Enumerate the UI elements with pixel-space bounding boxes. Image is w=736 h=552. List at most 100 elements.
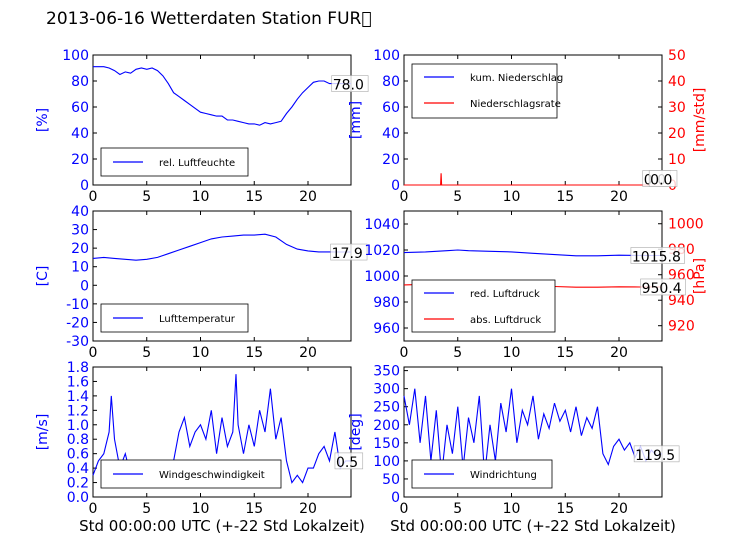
wind_speed-annotation-box xyxy=(334,452,364,470)
temperature-ytick-label: 10 xyxy=(71,260,89,276)
temperature-xtick-label: 0 xyxy=(89,345,98,361)
wind_speed-xtick-label: 10 xyxy=(192,501,210,517)
pressure-xtick-label: 20 xyxy=(610,345,628,361)
temperature-value-annotation: 17.9 xyxy=(332,246,363,262)
wind_speed-ytick-label: 0.2 xyxy=(67,476,89,492)
wind_speed-xtick-label: 15 xyxy=(245,501,263,517)
temperature-xtick-label: 20 xyxy=(299,345,317,361)
temperature-xtick-label: 15 xyxy=(245,345,263,361)
pressure-value-annotation: 950.4 xyxy=(642,281,682,297)
humidity-xtick-label: 15 xyxy=(245,189,263,205)
precip-value-annotation: 0.0 xyxy=(650,173,672,189)
pressure-ytick-label: 1040 xyxy=(364,217,400,233)
temperature-xtick-label: 5 xyxy=(142,345,151,361)
figure-title: 2013-06-16 Wetterdaten Station FUR  xyxy=(46,9,372,29)
wind_speed-xtick-label: 5 xyxy=(142,501,151,517)
wind_dir-xtick-label: 20 xyxy=(610,501,628,517)
humidity-xtick-label: 20 xyxy=(299,189,317,205)
humidity-ytick-label: 20 xyxy=(71,152,89,168)
pressure-y2tick-label: 920 xyxy=(668,319,695,335)
precip-xtick-label: 20 xyxy=(610,189,628,205)
wind_dir-annotation-box xyxy=(633,445,680,463)
wind_dir-ytick-label: 350 xyxy=(373,364,400,380)
pressure-xtick-label: 15 xyxy=(556,345,574,361)
precip-ytick-label: 0 xyxy=(391,178,400,194)
wind_speed-ytick-label: 1.6 xyxy=(67,374,89,390)
wind_dir-ytick-label: 150 xyxy=(373,436,400,452)
wind_dir-ytick-label: 250 xyxy=(373,400,400,416)
precip-y2tick-label: 10 xyxy=(668,152,686,168)
temperature-annotation-box xyxy=(330,243,368,261)
wind_dir-xtick-label: 0 xyxy=(400,501,409,517)
wind_dir-xtick-label: 15 xyxy=(556,501,574,517)
temperature-series-line xyxy=(92,233,351,261)
pressure-xtick-label: 5 xyxy=(453,345,462,361)
wind_speed-xlabel: Std 00:00:00 UTC (+-22 Std Lokalzeit) xyxy=(79,517,365,535)
precip-y2tick-label: 30 xyxy=(668,100,686,116)
wind_speed-ytick-label: 0.6 xyxy=(67,447,89,463)
pressure-legend-label: abs. Luftdruck xyxy=(470,315,541,326)
precip-annotation-box xyxy=(648,170,678,187)
humidity-ytick-label: 40 xyxy=(71,126,89,142)
wind_speed-ytick-label: 0.0 xyxy=(67,490,89,506)
temperature-ylabel: [C] xyxy=(35,266,51,287)
precip-y2label: [mm/std] xyxy=(692,88,708,153)
wind_speed-legend-label: Windgeschwindigkeit xyxy=(159,470,265,481)
pressure-y2label: [hPa] xyxy=(692,258,708,294)
wind_speed-ytick-label: 1.8 xyxy=(67,360,89,376)
temperature-ytick-label: -30 xyxy=(66,334,89,350)
precip-xtick-label: 10 xyxy=(503,189,521,205)
pressure-legend-box xyxy=(411,279,556,333)
pressure-ytick-label: 980 xyxy=(373,295,400,311)
wind_speed-ytick-label: 0.4 xyxy=(67,461,89,477)
precip-xtick-label: 0 xyxy=(400,189,409,205)
wind_dir-series-line xyxy=(403,388,663,476)
humidity-xtick-label: 0 xyxy=(89,189,98,205)
precip-legend-box xyxy=(411,63,558,119)
pressure-series-line xyxy=(403,249,662,257)
temperature-xtick-label: 10 xyxy=(192,345,210,361)
precip-xtick-label: 15 xyxy=(556,189,574,205)
pressure-ytick-label: 1000 xyxy=(364,269,400,285)
humidity-xtick-label: 5 xyxy=(142,189,151,205)
precip-ytick-label: 100 xyxy=(373,48,400,64)
wind_dir-xtick-label: 10 xyxy=(503,501,521,517)
wind_dir-legend-label: Windrichtung xyxy=(470,470,537,481)
temperature-ytick-label: 0 xyxy=(80,278,89,294)
temperature-ytick-label: -20 xyxy=(66,315,89,331)
temperature-ytick-label: 30 xyxy=(71,223,89,239)
precip-ytick-label: 40 xyxy=(382,126,400,142)
pressure-xtick-label: 10 xyxy=(503,345,521,361)
pressure-legend-label: red. Luftdruck xyxy=(470,289,540,300)
humidity-ytick-label: 0 xyxy=(80,178,89,194)
precip-xtick-label: 5 xyxy=(453,189,462,205)
wind_speed-value-annotation: 0.5 xyxy=(336,455,358,471)
humidity-ylabel: [%] xyxy=(35,108,51,132)
wind_speed-ytick-label: 1.2 xyxy=(67,403,89,419)
humidity-series-line xyxy=(93,66,351,126)
precip-y2tick-label: 20 xyxy=(668,126,686,142)
humidity-ytick-label: 60 xyxy=(71,100,89,116)
wind_speed-ytick-label: 1.4 xyxy=(67,389,89,405)
humidity-annotation-box xyxy=(331,75,369,92)
pressure-value-annotation: 1015.8 xyxy=(632,249,681,265)
wind_dir-ytick-label: 100 xyxy=(373,454,400,470)
wind_dir-xtick-label: 5 xyxy=(453,501,462,517)
pressure-y2tick-label: 940 xyxy=(668,293,695,309)
precip-y2tick-label: 40 xyxy=(668,74,686,90)
precip-ytick-label: 20 xyxy=(382,152,400,168)
precip-ytick-label: 60 xyxy=(382,100,400,116)
pressure-ytick-label: 960 xyxy=(373,321,400,337)
wind_dir-ytick-label: 50 xyxy=(382,472,400,488)
wind_speed-xtick-label: 20 xyxy=(299,501,317,517)
wind_speed-ytick-label: 1.0 xyxy=(67,418,89,434)
pressure-ytick-label: 1020 xyxy=(364,243,400,259)
pressure-annotation-box xyxy=(640,278,686,296)
temperature-legend-label: Lufttemperatur xyxy=(159,314,236,325)
temperature-ytick-label: -10 xyxy=(66,297,89,313)
wind_dir-ylabel: [deg] xyxy=(348,413,364,450)
wind_speed-ytick-label: 0.8 xyxy=(67,432,89,448)
precip-ytick-label: 80 xyxy=(382,74,400,90)
temperature-ytick-label: 40 xyxy=(71,204,89,220)
